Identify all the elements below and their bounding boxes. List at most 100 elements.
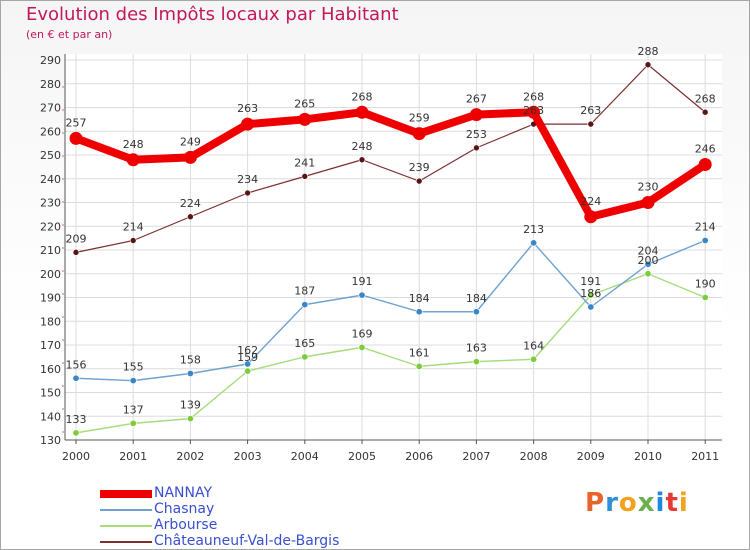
data-point	[644, 270, 652, 278]
data-point	[587, 291, 595, 299]
data-label: 248	[352, 140, 373, 153]
data-label: 249	[180, 135, 201, 148]
data-label: 139	[180, 399, 201, 412]
data-label: 204	[638, 244, 659, 257]
data-point	[358, 291, 366, 299]
chart-subtitle: (en € et par an)	[26, 28, 113, 41]
series-line-nannay	[72, 108, 710, 221]
legend-label: Châteauneuf-Val-de-Bargis	[154, 533, 340, 549]
y-tick-label: 160	[40, 363, 61, 376]
data-point	[701, 237, 709, 245]
data-point	[301, 173, 309, 180]
data-point	[641, 196, 655, 209]
x-tick-label: 2008	[520, 450, 548, 463]
x-tick-label: 2006	[405, 450, 433, 463]
x-tick-label: 2007	[462, 450, 490, 463]
data-point	[527, 105, 541, 119]
data-label: 214	[695, 221, 716, 234]
data-point	[69, 131, 83, 145]
logo-letter: P	[585, 488, 606, 518]
data-point	[72, 374, 80, 382]
data-label: 241	[294, 156, 315, 169]
data-point	[129, 237, 137, 244]
data-point	[530, 355, 538, 363]
data-point	[244, 189, 251, 197]
logo-letter: o	[618, 488, 638, 518]
data-point	[355, 105, 369, 119]
data-label: 186	[580, 287, 601, 300]
data-label: 263	[580, 104, 601, 117]
series-line-arbourse	[75, 273, 706, 434]
data-point	[415, 308, 423, 316]
data-label: 159	[237, 351, 258, 364]
x-tick-label: 2011	[691, 450, 719, 463]
legend-label: NANNAY	[154, 485, 213, 501]
data-label: 158	[180, 354, 201, 367]
data-label: 190	[695, 278, 716, 291]
data-label: 224	[580, 195, 601, 208]
x-tick-label: 2004	[291, 450, 319, 463]
data-label: 239	[409, 161, 430, 174]
data-point	[301, 353, 309, 361]
data-label: 162	[237, 344, 258, 357]
data-label: 268	[523, 90, 544, 103]
y-tick-label: 200	[40, 268, 61, 281]
data-point	[584, 210, 598, 224]
x-tick-label: 2000	[62, 450, 90, 463]
logo-letter: i	[655, 488, 666, 518]
y-tick-label: 280	[40, 78, 61, 91]
x-tick-label: 2009	[577, 450, 605, 463]
data-label: 288	[638, 45, 659, 58]
data-point	[72, 249, 80, 256]
data-label: 248	[123, 138, 144, 151]
data-point	[244, 367, 252, 375]
y-tick-label: 240	[40, 173, 61, 186]
data-label: 184	[466, 292, 487, 305]
data-label: 257	[66, 116, 87, 129]
y-tick-label: 250	[40, 149, 61, 162]
legend-swatch	[100, 525, 152, 527]
legend-label: Arbourse	[154, 517, 218, 533]
data-point	[129, 419, 137, 427]
logo-letter: t	[665, 488, 679, 518]
x-tick-label: 2002	[176, 450, 204, 463]
data-label: 268	[352, 90, 373, 103]
x-tick-label: 2010	[634, 450, 662, 463]
data-label: 184	[409, 292, 430, 305]
proxiti-logo: Proxiti	[585, 488, 689, 518]
data-label: 234	[237, 173, 258, 186]
y-tick-label: 210	[40, 244, 61, 257]
data-label: 253	[466, 128, 487, 141]
data-label: 200	[638, 254, 659, 267]
data-label: 163	[466, 342, 487, 355]
data-label: 259	[409, 112, 430, 125]
data-point	[472, 358, 480, 366]
data-point	[644, 61, 652, 69]
data-point	[358, 343, 366, 351]
y-tick-label: 140	[40, 410, 61, 423]
y-tick-label: 230	[40, 197, 61, 210]
data-label: 213	[523, 223, 544, 236]
x-tick-label: 2001	[119, 450, 147, 463]
data-label: 155	[123, 361, 144, 374]
data-point	[469, 108, 483, 122]
data-point	[244, 360, 252, 368]
data-label: 246	[695, 143, 716, 156]
y-tick-label: 180	[40, 315, 61, 328]
data-label: 169	[352, 327, 373, 340]
legend-label: Chasnay	[154, 501, 215, 517]
legend-swatch	[100, 509, 152, 511]
data-point	[126, 153, 140, 167]
plot-area	[65, 54, 722, 440]
data-label: 267	[466, 93, 487, 106]
data-label: 265	[294, 97, 315, 110]
data-point	[415, 177, 423, 185]
data-label: 165	[294, 337, 315, 350]
data-point	[644, 260, 652, 268]
data-point	[301, 301, 309, 309]
logo-letter: i	[678, 488, 689, 518]
data-label: 156	[66, 358, 87, 371]
y-tick-label: 220	[40, 220, 61, 233]
data-label: 224	[180, 197, 201, 210]
